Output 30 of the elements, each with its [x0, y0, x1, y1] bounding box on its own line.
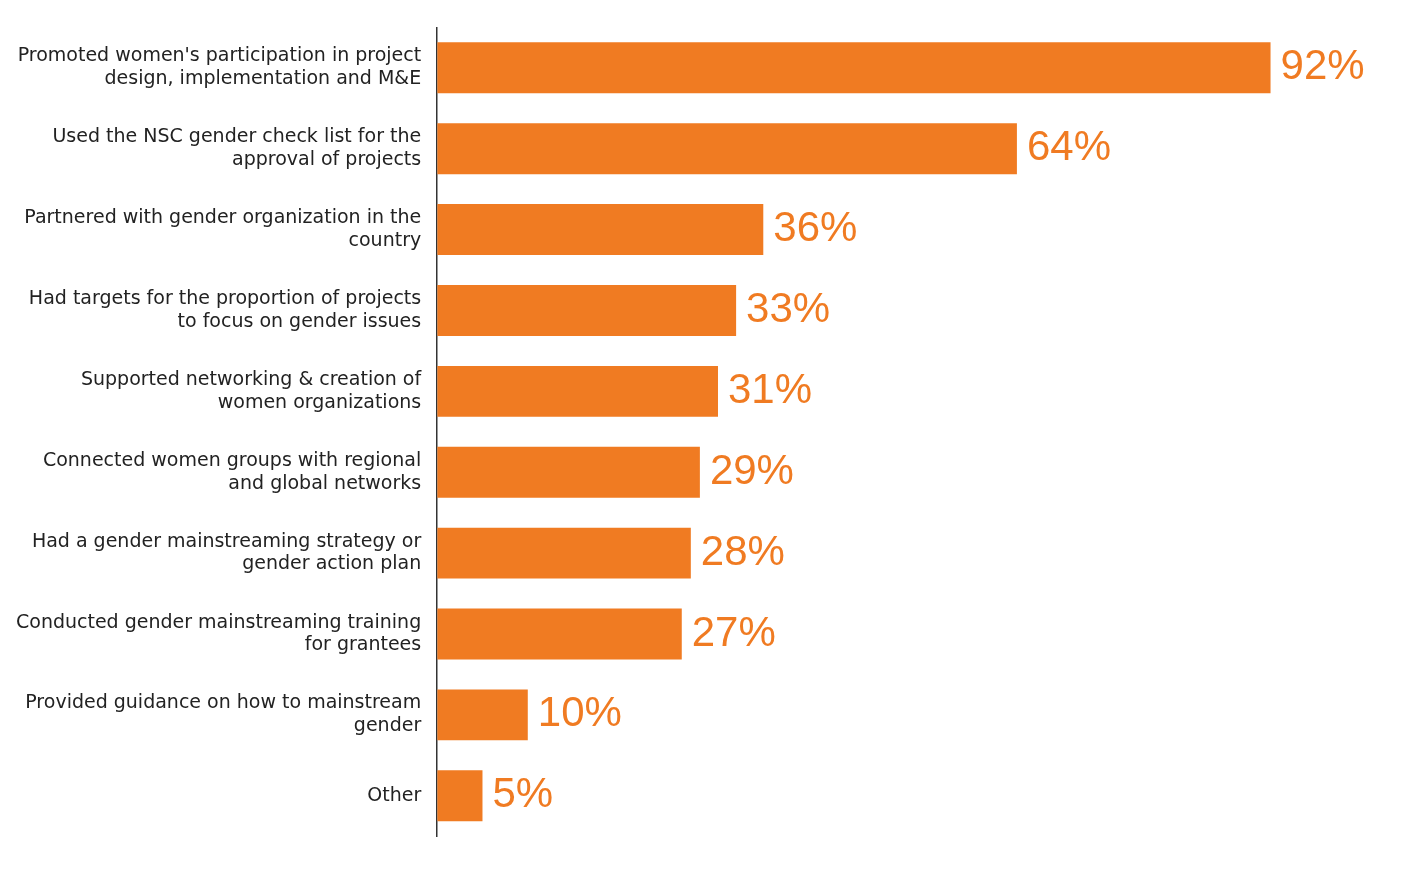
- y-tick-label: Supported networking & creation of women organizations: [80, 366, 423, 412]
- data-label: 28%: [700, 526, 785, 574]
- bar: [437, 204, 764, 256]
- y-tick-label: Had targets for the proportion of projects to focus on gender issues: [28, 286, 422, 331]
- y-tick-label: Used the NSC gender check list for the approval of projects: [52, 124, 422, 170]
- y-tick-label: Had a gender mainstreaming strategy or gender action plan: [31, 528, 422, 574]
- bar: [437, 285, 737, 336]
- data-label: 27%: [691, 607, 776, 655]
- y-tick-label: Other: [367, 782, 422, 805]
- bar: [437, 365, 718, 417]
- bar: [437, 123, 1017, 175]
- data-label: 33%: [746, 284, 831, 332]
- data-label: 92%: [1280, 41, 1365, 89]
- data-label: 31%: [728, 364, 813, 412]
- data-label: 64%: [1026, 122, 1111, 170]
- y-tick-label: Conducted gender mainstreaming training for grantees: [15, 609, 422, 655]
- y-tick-label: Provided guidance on how to mainstream gender: [25, 690, 422, 736]
- data-label: 5%: [492, 769, 554, 817]
- data-label: 29%: [709, 445, 794, 493]
- bar: [437, 608, 682, 660]
- bar: [437, 42, 1271, 94]
- y-tick-label: Partnered with gender organization in the country: [24, 205, 422, 250]
- bar: [437, 446, 700, 498]
- y-tick-label: Promoted women's participation in project design, implementation and M&E: [17, 43, 422, 89]
- data-label: 36%: [773, 203, 858, 251]
- data-label: 10%: [537, 688, 622, 736]
- bar: [437, 527, 691, 579]
- y-tick-label: Connected women groups with regional and global networks: [42, 447, 422, 493]
- bar: [437, 689, 528, 741]
- bar: [437, 770, 483, 822]
